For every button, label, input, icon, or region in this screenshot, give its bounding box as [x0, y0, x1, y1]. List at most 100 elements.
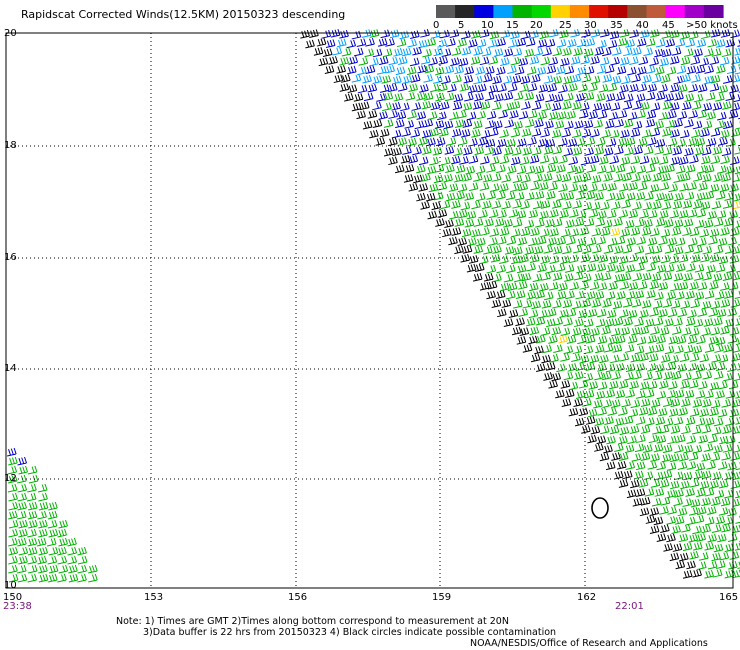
wind-barb — [598, 183, 607, 191]
wind-barb — [415, 121, 424, 129]
wind-barb — [342, 48, 351, 56]
wind-barb — [334, 75, 343, 83]
wind-barb — [549, 57, 558, 65]
wind-barb — [77, 547, 86, 555]
wind-barb — [526, 318, 535, 326]
wind-barb — [720, 227, 729, 235]
wind-barb — [49, 529, 58, 537]
wind-barb — [605, 319, 614, 327]
wind-barb — [552, 130, 561, 138]
wind-barb — [628, 112, 637, 120]
wind-barb — [577, 39, 586, 47]
wind-barb — [706, 92, 715, 100]
wind-barb — [686, 39, 695, 47]
wind-barb — [546, 39, 555, 47]
wind-barb — [521, 101, 530, 109]
wind-barb — [502, 299, 511, 307]
map-title: Rapidscat Corrected Winds(12.5KM) 201503… — [21, 9, 345, 20]
wind-barb — [670, 30, 679, 38]
wind-barb — [547, 65, 556, 73]
lat-label-20: 20 — [4, 28, 17, 39]
wind-barb — [708, 561, 717, 569]
wind-barb — [461, 202, 470, 210]
wind-barb — [531, 74, 540, 82]
wind-barb — [650, 453, 659, 461]
wind-barb — [517, 38, 526, 46]
wind-barb — [693, 49, 702, 57]
wind-barb — [664, 193, 673, 201]
wind-barb — [8, 493, 17, 501]
wind-barb — [542, 300, 551, 308]
wind-barb — [687, 182, 696, 190]
wind-barb — [533, 274, 542, 282]
wind-barb — [648, 407, 657, 415]
wind-barb — [708, 236, 717, 244]
wind-barb — [17, 565, 26, 573]
wind-barb — [506, 291, 515, 299]
wind-barb — [450, 58, 459, 66]
wind-barb — [523, 147, 532, 155]
wind-barb — [17, 511, 26, 519]
wind-barb — [721, 299, 730, 307]
wind-barb — [592, 228, 601, 236]
wind-barb — [693, 542, 702, 550]
wind-barb — [552, 103, 561, 111]
wind-barb — [513, 121, 522, 129]
legend-tick-30: 30 — [584, 20, 597, 31]
wind-barb — [666, 390, 675, 398]
wind-barb — [440, 30, 449, 38]
wind-barb — [480, 182, 489, 190]
legend-swatch — [589, 5, 609, 18]
wind-barb — [621, 399, 630, 407]
lat-label-16: 16 — [4, 252, 17, 263]
wind-barb — [426, 193, 435, 201]
wind-barb — [573, 245, 582, 253]
wind-barb — [632, 371, 641, 379]
wind-barb — [422, 101, 431, 109]
wind-barb — [637, 165, 646, 173]
wind-barb — [492, 76, 501, 84]
wind-barb — [519, 58, 528, 66]
wind-barb — [596, 218, 605, 226]
wind-barb — [569, 255, 578, 263]
wind-barb — [442, 48, 451, 56]
wind-barb — [344, 93, 353, 101]
wind-barb — [693, 201, 702, 209]
wind-barb — [504, 92, 513, 100]
wind-barb — [608, 40, 617, 48]
wind-barb — [623, 101, 632, 109]
wind-barb — [28, 547, 37, 555]
wind-barb — [709, 480, 718, 488]
wind-barb — [543, 173, 552, 181]
wind-barb — [674, 273, 683, 281]
wind-barb — [552, 373, 561, 381]
wind-barb — [437, 39, 446, 47]
wind-barb — [510, 184, 519, 192]
wind-barb — [568, 138, 577, 146]
wind-barb — [648, 461, 657, 469]
wind-barb — [671, 157, 680, 165]
wind-barb — [559, 210, 568, 218]
wind-barb — [552, 300, 561, 308]
wind-barb — [714, 418, 723, 426]
wind-barb — [730, 85, 739, 93]
wind-barb — [548, 237, 557, 245]
wind-barb — [734, 146, 740, 154]
wind-barb — [482, 201, 491, 209]
wind-barb — [534, 119, 543, 127]
wind-barb — [680, 481, 689, 489]
color-legend — [436, 5, 724, 18]
wind-barb — [674, 445, 683, 453]
wind-barb — [674, 219, 683, 227]
wind-barb — [546, 191, 555, 199]
wind-barb — [573, 346, 582, 354]
wind-barb — [618, 407, 627, 415]
wind-barb — [578, 310, 587, 318]
wind-barb — [561, 328, 570, 336]
wind-barb — [652, 273, 661, 281]
legend-swatch — [608, 5, 628, 18]
wind-barb — [693, 245, 702, 253]
wind-barb — [668, 381, 677, 389]
wind-barb — [681, 426, 690, 434]
wind-barb — [621, 229, 630, 237]
